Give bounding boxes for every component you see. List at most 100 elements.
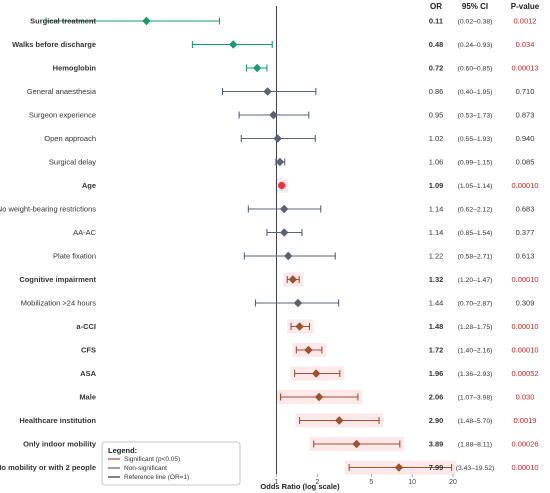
estimate-marks	[45, 16, 453, 472]
ci-value: (1.07–3.98)	[458, 395, 493, 402]
or-value: 0.86	[429, 87, 444, 96]
legend: Legend: Significant (p<0.05) Non-signific…	[101, 441, 241, 486]
pvalue-column-header: P-value	[511, 2, 540, 11]
estimate-diamond	[273, 134, 282, 143]
ci-value: (1.05–1.14)	[458, 183, 493, 190]
pvalue-value: 0.710	[516, 87, 535, 96]
stats-table: OR 95% CI P-value 0.11 (0.02–0.38) 0.0012 0…	[429, 2, 540, 472]
row-label: Age	[82, 181, 96, 190]
pvalue-value: 0.00013	[511, 64, 538, 73]
row-label: Healthcare institution	[19, 416, 96, 425]
pvalue-value: 0.0019	[514, 416, 537, 425]
or-value: 1.06	[429, 158, 444, 167]
estimate-diamond	[284, 251, 293, 261]
or-value: 1.96	[429, 369, 444, 378]
row-label: Surgical treatment	[30, 17, 96, 26]
estimate-diamond	[295, 322, 304, 331]
estimate-diamond	[288, 275, 298, 284]
pvalue-value: 0.034	[516, 40, 535, 49]
x-tick-label: 2	[315, 479, 319, 486]
legend-entry-label: Significant (p<0.05)	[124, 456, 180, 463]
pvalue-value: 0.683	[516, 205, 535, 214]
estimate-diamond	[314, 392, 324, 402]
or-value: 1.48	[429, 322, 444, 331]
pvalue-value: 0.030	[516, 393, 535, 402]
pvalue-value: 0.00010	[511, 322, 538, 331]
ci-value: (1.28–1.75)	[458, 324, 493, 331]
ci-value: (0.02–0.38)	[458, 19, 493, 26]
or-value: 7.99	[429, 463, 444, 472]
row-label: No mobility or with 2 people	[0, 463, 96, 472]
row-label: Walks before discharge	[12, 40, 96, 49]
row-label: General anaesthesia	[27, 87, 97, 96]
row-label: Only indoor mobility	[23, 440, 97, 449]
pvalue-value: 0.873	[516, 111, 535, 120]
estimate-diamond	[252, 63, 262, 73]
or-value: 1.22	[429, 252, 444, 261]
or-value: 0.11	[429, 17, 443, 26]
pvalue-value: 0.00026	[511, 440, 538, 449]
estimate-diamond	[269, 110, 278, 120]
pvalue-value: 0.00010	[511, 275, 538, 284]
ci-value: (0.85–1.54)	[458, 230, 493, 237]
row-label: Plate fixation	[53, 252, 96, 261]
ci-value: (3.43–19.52)	[456, 465, 495, 472]
or-value: 2.90	[429, 416, 444, 425]
legend-entry-label: Non-significant	[124, 465, 167, 472]
or-value: 1.72	[429, 346, 444, 355]
estimate-diamond	[304, 345, 313, 355]
ci-value: (0.58–2.71)	[458, 254, 493, 261]
row-label: Hemoglobin	[53, 64, 97, 73]
x-tick-label: 1	[275, 479, 279, 486]
ci-value: (0.62–2.12)	[458, 207, 493, 214]
pvalue-value: 0.00052	[511, 369, 538, 378]
row-label: No weight-bearing restrictions	[0, 205, 96, 214]
estimate-diamond	[275, 157, 285, 167]
or-column-header: OR	[430, 2, 442, 11]
estimate-diamond	[142, 16, 151, 26]
estimate-diamond	[311, 369, 321, 378]
or-value: 1.09	[429, 181, 444, 190]
ci-value: (0.24–0.93)	[458, 42, 493, 49]
row-label: AA-AC	[73, 228, 97, 237]
legend-box	[101, 441, 241, 486]
row-label: Open approach	[44, 134, 96, 143]
pvalue-value: 0.00010	[511, 346, 538, 355]
pvalue-value: 0.085	[516, 158, 535, 167]
ci-value: (0.40–1.95)	[458, 89, 493, 96]
estimate-diamond	[229, 40, 238, 49]
row-labels: Surgical treatment Walks before discharge…	[0, 17, 97, 473]
ci-value: (0.99–1.15)	[458, 160, 493, 167]
ci-value: (0.60–0.85)	[458, 66, 493, 73]
x-tick-label: 5	[369, 479, 373, 486]
or-value: 2.06	[429, 393, 444, 402]
or-value: 3.89	[429, 440, 444, 449]
row-label: Male	[79, 393, 96, 402]
or-value: 0.72	[429, 64, 444, 73]
x-tick-label: 10	[408, 479, 416, 486]
or-value: 1.44	[429, 299, 444, 308]
ci-value: (0.70–2.87)	[458, 301, 493, 308]
row-label: Cognitive impairment	[19, 275, 96, 284]
or-value: 0.48	[429, 40, 444, 49]
ci-value: (1.40–2.16)	[458, 348, 493, 355]
ci-column-header: 95% CI	[462, 2, 488, 11]
ci-value: (1.48–5.70)	[458, 418, 493, 425]
or-value: 1.32	[429, 275, 444, 284]
or-value: 1.14	[429, 205, 444, 214]
ci-value: (0.53–1.73)	[458, 113, 493, 120]
row-label: Surgeon experience	[29, 111, 96, 120]
pvalue-value: 0.00010	[511, 181, 538, 190]
legend-title: Legend:	[108, 446, 137, 455]
row-label: Mobilization >24 hours	[21, 299, 97, 308]
ci-value: (1.36–2.93)	[458, 371, 493, 378]
estimate-diamond	[280, 228, 289, 237]
estimate-diamond	[352, 439, 361, 449]
row-label: ASA	[80, 369, 96, 378]
estimate-diamond	[263, 87, 272, 96]
row-label: a-CCI	[76, 322, 96, 331]
estimate-diamond	[335, 416, 344, 425]
ci-value: (0.55–1.93)	[458, 136, 493, 143]
x-tick-label: 20	[449, 479, 457, 486]
